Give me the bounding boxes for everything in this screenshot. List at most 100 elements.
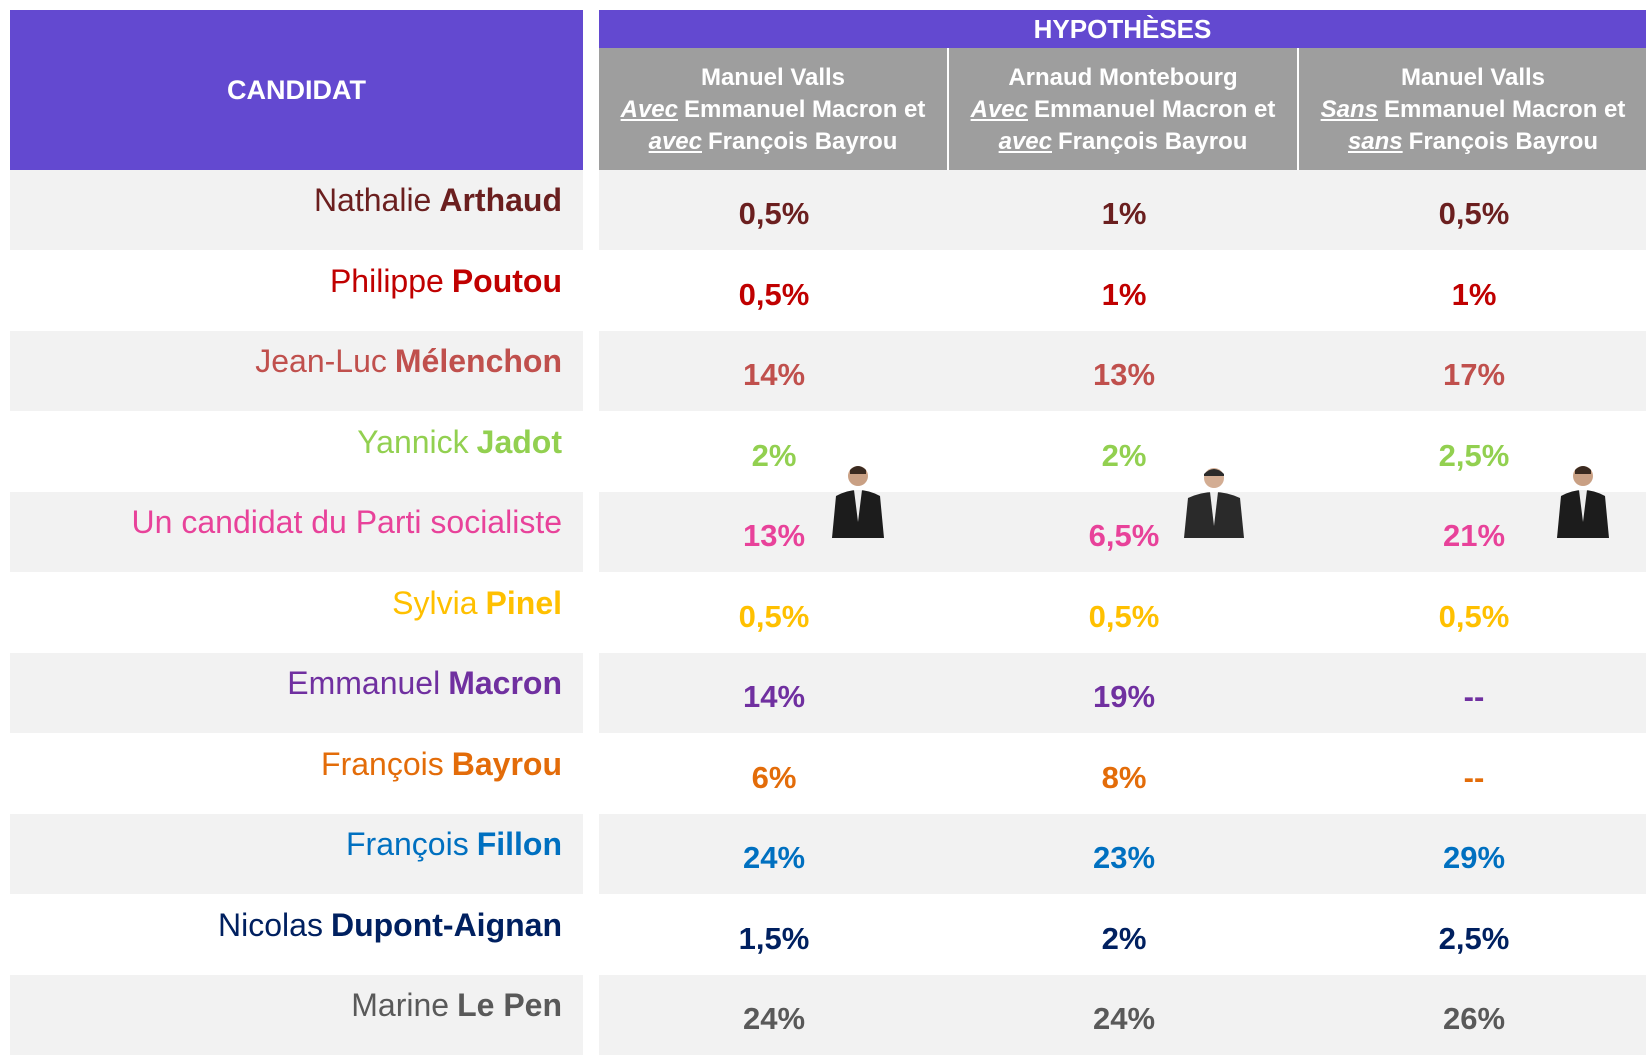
column-underlined: avec: [648, 128, 702, 155]
cell-value: 0,5%: [738, 196, 810, 231]
column-title: Arnaud Montebourg: [1008, 64, 1238, 91]
cell-value: 0,5%: [1438, 196, 1510, 231]
cell-value: 14%: [742, 679, 806, 714]
candidate-name: Philippe Poutou: [10, 263, 562, 300]
row-bg: [599, 975, 1646, 1055]
row-bg: [10, 975, 583, 1055]
last-name: Bayrou: [451, 745, 562, 782]
row-bg: [599, 733, 1646, 814]
last-name: Poutou: [451, 262, 562, 299]
first-name: François: [321, 745, 444, 782]
column-text: François Bayrou: [1408, 128, 1599, 155]
column-text: François Bayrou: [1058, 128, 1248, 155]
first-name: François: [345, 826, 469, 862]
column-header: Manuel Valls Avec Emmanuel Macron et avec Fr…: [599, 48, 949, 170]
column-underlined: sans: [1347, 128, 1403, 155]
row-bg: [10, 653, 583, 733]
row-bg: [599, 894, 1646, 975]
cell-value: 19%: [1092, 679, 1156, 714]
cell-value: --: [1463, 759, 1485, 795]
cell-value: 24%: [742, 1001, 806, 1036]
candidate-name: Emmanuel Macron: [10, 665, 562, 702]
cell-value: 1,5%: [738, 920, 810, 956]
column-title: Manuel Valls: [1400, 64, 1546, 91]
cell-value: 2,5%: [1438, 437, 1510, 473]
row-bg: [599, 331, 1646, 411]
candidate-name: Nicolas Dupont-Aignan: [10, 907, 562, 944]
candidate-photo: [832, 466, 884, 538]
candidate-name: Marine Le Pen: [10, 987, 562, 1024]
cell-value: 0,5%: [738, 598, 810, 634]
row-bg: [10, 411, 583, 492]
last-name: Pinel: [485, 584, 562, 621]
row-bg: [10, 170, 583, 250]
candidate-name: Jean-Luc Mélenchon: [10, 343, 562, 380]
hypotheses-header: HYPOTHÈSES: [599, 10, 1646, 48]
candidate-photo: [1184, 468, 1244, 538]
cell-value: 13%: [742, 518, 806, 553]
candidate-name: Yannick Jadot: [10, 424, 562, 461]
column-line: sans François Bayrou: [1299, 126, 1646, 158]
column-underlined: avec: [998, 128, 1052, 155]
row-bg: [599, 814, 1646, 894]
first-name: Marine: [351, 987, 450, 1023]
cell-value: 14%: [742, 357, 806, 392]
column-line: Avec Emmanuel Macron et: [599, 94, 947, 126]
cell-value: 1%: [1451, 276, 1497, 312]
row-bg: [599, 250, 1646, 331]
cell-value: 2%: [1101, 437, 1147, 473]
cell-value: 24%: [1092, 1001, 1156, 1036]
row-bg: [10, 572, 583, 653]
first-name: Yannick: [357, 423, 469, 460]
row-bg: [10, 733, 583, 814]
cell-value: 23%: [1092, 840, 1156, 875]
cell-value: 8%: [1101, 759, 1147, 795]
cell-value: 29%: [1442, 840, 1506, 875]
cell-value: 24%: [742, 840, 806, 875]
column-header: Arnaud Montebourg Avec Emmanuel Macron et a…: [949, 48, 1299, 170]
column-underlined: Avec: [970, 96, 1028, 123]
candidate-header: CANDIDAT: [10, 10, 583, 170]
column-header: Manuel Valls Sans Emmanuel Macron et sans Fr…: [1299, 48, 1646, 170]
cell-value: 17%: [1442, 357, 1506, 392]
cell-value: 21%: [1442, 518, 1506, 553]
column-text: Emmanuel Macron et: [683, 96, 926, 123]
row-bg: [10, 331, 583, 411]
row-bg: [10, 250, 583, 331]
column-line: avec François Bayrou: [599, 126, 947, 158]
first-name: Nathalie: [313, 182, 432, 218]
column-underlined: Avec: [620, 96, 678, 123]
first-name: Jean-Luc: [255, 343, 387, 379]
cell-value: 2,5%: [1438, 920, 1510, 956]
cell-value: 0,5%: [1088, 598, 1160, 634]
candidate-name: Sylvia Pinel: [10, 585, 562, 622]
last-name: Dupont-Aignan: [330, 906, 562, 943]
cell-value: --: [1463, 679, 1485, 714]
last-name: Fillon: [476, 826, 562, 862]
column-text: François Bayrou: [708, 128, 898, 155]
row-bg: [599, 492, 1646, 572]
column-text: Emmanuel Macron et: [1033, 96, 1276, 123]
first-name: Sylvia: [392, 584, 478, 621]
candidate-name: Un candidat du Parti socialiste: [10, 504, 562, 541]
first-name: Emmanuel: [287, 665, 441, 701]
first-name: Philippe: [329, 262, 444, 299]
cell-value: 0,5%: [1438, 598, 1510, 634]
candidate-name: François Fillon: [10, 826, 562, 863]
candidate-name: François Bayrou: [10, 746, 562, 783]
row-bg: [10, 894, 583, 975]
last-name: Arthaud: [439, 182, 562, 218]
cell-value: 2%: [1101, 920, 1147, 956]
row-bg: [599, 653, 1646, 733]
column-text: Emmanuel Macron et: [1383, 96, 1626, 123]
column-title: Manuel Valls: [700, 64, 846, 91]
column-line: avec François Bayrou: [949, 126, 1297, 158]
row-bg: [599, 411, 1646, 492]
row-bg: [10, 814, 583, 894]
first-name: Un candidat du Parti socialiste: [131, 504, 562, 540]
column-line: Avec Emmanuel Macron et: [949, 94, 1297, 126]
cell-value: 0,5%: [738, 276, 810, 312]
last-name: Mélenchon: [394, 343, 562, 379]
last-name: Jadot: [476, 423, 562, 460]
